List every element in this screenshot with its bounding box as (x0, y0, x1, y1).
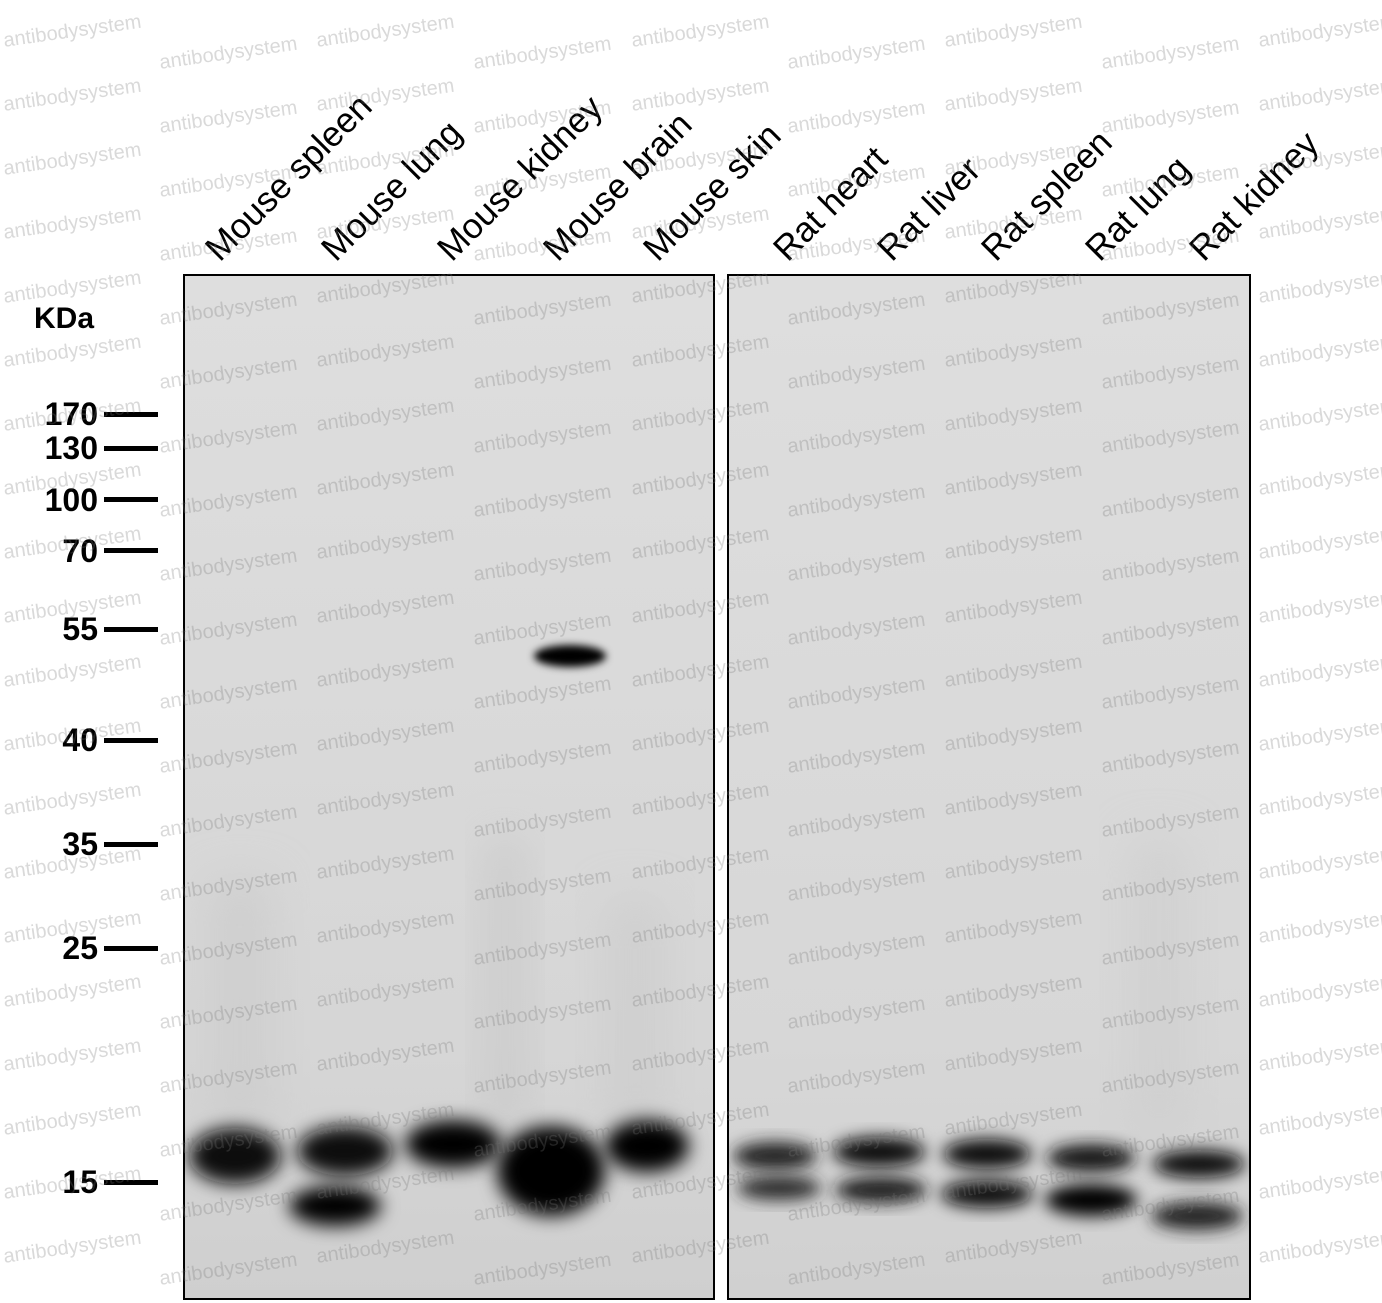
band-mouse-skin-15kda (605, 1120, 689, 1172)
watermark-text: antibodysystem (943, 10, 1084, 52)
band-mouse-kidney-15kda (405, 1120, 501, 1168)
blot-image-rat (729, 276, 1249, 1298)
watermark-text: antibodysystem (1257, 74, 1382, 116)
band-rat-spleen-upper (943, 1139, 1031, 1169)
marker-label-55: 55 (62, 611, 98, 647)
watermark-text: antibodysystem (472, 32, 613, 74)
band-rat-kidney-upper (1153, 1150, 1245, 1178)
watermark-text: antibodysystem (1257, 970, 1382, 1012)
watermark-text: antibodysystem (1257, 458, 1382, 500)
watermark-text: antibodysystem (2, 330, 143, 372)
watermark-text: antibodysystem (786, 32, 927, 74)
marker-label-100: 100 (44, 482, 98, 518)
watermark-text: antibodysystem (1257, 906, 1382, 948)
band-mouse-spleen-15kda (189, 1128, 281, 1184)
watermark-text: antibodysystem (2, 650, 143, 692)
watermark-text: antibodysystem (2, 138, 143, 180)
watermark-text: antibodysystem (1257, 1098, 1382, 1140)
watermark-text: antibodysystem (2, 1226, 143, 1268)
marker-label-25: 25 (62, 930, 98, 966)
marker-line-40 (104, 738, 158, 743)
watermark-text: antibodysystem (630, 10, 771, 52)
band-rat-liver-lower (835, 1177, 927, 1203)
blot-panel-mouse (183, 274, 715, 1300)
lane-label-rat-kidney: Rat kidney (1181, 123, 1327, 269)
watermark-text: antibodysystem (2, 74, 143, 116)
watermark-text: antibodysystem (1257, 714, 1382, 756)
marker-line-15 (104, 1180, 158, 1185)
watermark-text: antibodysystem (2, 202, 143, 244)
watermark-text: antibodysystem (2, 970, 143, 1012)
marker-line-35 (104, 842, 158, 847)
unit-label: KDa (34, 302, 95, 335)
band-rat-heart-upper (733, 1142, 817, 1170)
watermark-text: antibodysystem (1257, 1226, 1382, 1268)
band-mouse-lung-lower (289, 1186, 381, 1226)
watermark-text: antibodysystem (786, 96, 927, 138)
lane-label-rat-heart: Rat heart (765, 139, 896, 269)
band-rat-lung-lower (1045, 1184, 1137, 1216)
band-rat-heart-lower (737, 1176, 821, 1200)
blot-panel-rat (727, 274, 1251, 1300)
marker-line-55 (104, 627, 158, 632)
watermark-text: antibodysystem (2, 1098, 143, 1140)
watermark-text: antibodysystem (1257, 10, 1382, 52)
marker-label-15: 15 (62, 1164, 98, 1200)
watermark-text: antibodysystem (1100, 96, 1241, 138)
watermark-text: antibodysystem (1257, 778, 1382, 820)
blot-image-mouse (185, 276, 713, 1298)
marker-line-130 (104, 446, 158, 451)
watermark-text: antibodysystem (158, 32, 299, 74)
watermark-text: antibodysystem (2, 1034, 143, 1076)
watermark-text: antibodysystem (1257, 394, 1382, 436)
marker-label-40: 40 (62, 722, 98, 758)
watermark-text: antibodysystem (1257, 522, 1382, 564)
watermark-text: antibodysystem (1257, 1034, 1382, 1076)
marker-line-170 (104, 412, 158, 417)
band-mouse-brain-50kda (534, 645, 606, 667)
watermark-text: antibodysystem (1257, 842, 1382, 884)
marker-label-35: 35 (62, 826, 98, 862)
marker-label-170: 170 (44, 396, 98, 432)
band-rat-liver-upper (833, 1137, 925, 1167)
band-mouse-brain-15kda (497, 1126, 605, 1216)
marker-line-100 (104, 497, 158, 502)
watermark-text: antibodysystem (158, 96, 299, 138)
marker-label-70: 70 (62, 533, 98, 569)
watermark-text: antibodysystem (1257, 650, 1382, 692)
watermark-text: antibodysystem (1257, 266, 1382, 308)
band-rat-lung-upper (1047, 1144, 1135, 1172)
band-mouse-lung-upper (297, 1126, 393, 1176)
watermark-text: antibodysystem (2, 10, 143, 52)
watermark-text: antibodysystem (2, 778, 143, 820)
watermark-text: antibodysystem (943, 74, 1084, 116)
watermark-text: antibodysystem (315, 10, 456, 52)
watermark-text: antibodysystem (1257, 202, 1382, 244)
watermark-text: antibodysystem (1100, 32, 1241, 74)
watermark-text: antibodysystem (1257, 330, 1382, 372)
watermark-text: antibodysystem (1257, 1162, 1382, 1204)
marker-line-70 (104, 548, 158, 553)
band-rat-spleen-lower (941, 1180, 1033, 1208)
watermark-text: antibodysystem (630, 74, 771, 116)
watermark-text: antibodysystem (1257, 586, 1382, 628)
band-rat-kidney-lower (1151, 1202, 1243, 1230)
marker-label-130: 130 (44, 430, 98, 466)
marker-line-25 (104, 946, 158, 951)
